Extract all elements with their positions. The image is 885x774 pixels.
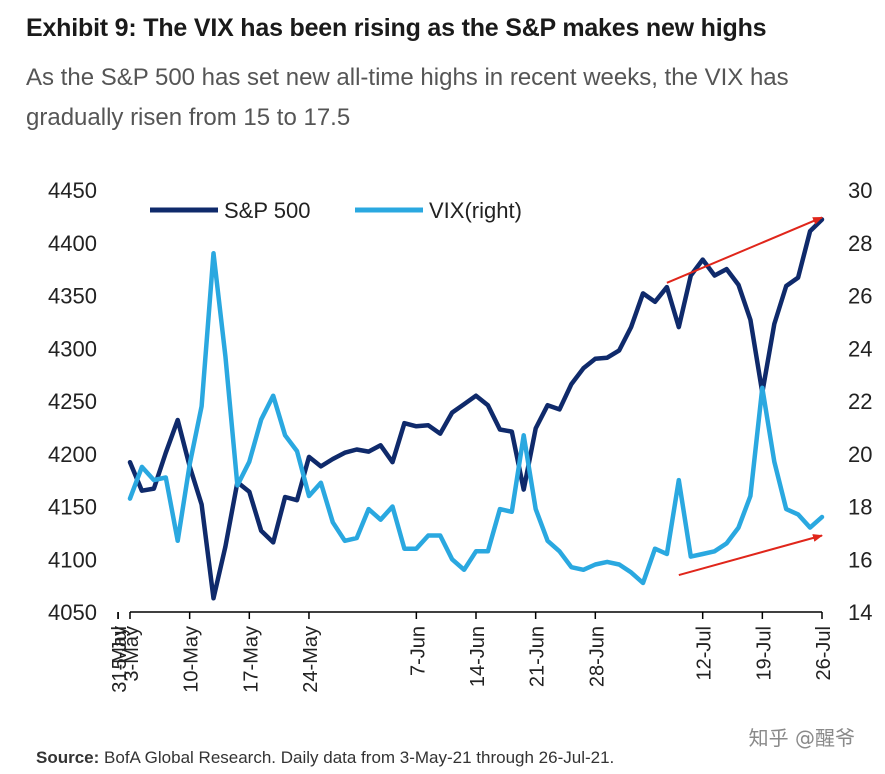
vix-series-line xyxy=(127,251,825,586)
y-left-tick-label: 4400 xyxy=(48,231,97,256)
chart-title: Exhibit 9: The VIX has been rising as th… xyxy=(26,14,767,42)
y-right-tick-label: 28 xyxy=(848,231,872,256)
y-right-tick-label: 22 xyxy=(848,389,872,414)
x-tick-label: 21-Jun xyxy=(527,626,549,687)
y-left-tick-label: 4050 xyxy=(48,600,97,625)
y-right-tick-label: 30 xyxy=(848,178,872,203)
y-right-tick-label: 14 xyxy=(848,600,872,625)
x-tick-label: 31-May xyxy=(109,626,131,693)
x-tick-label: 3-May xyxy=(121,626,143,682)
x-tick-label: 26-Jul xyxy=(813,626,835,680)
x-tick-label: 24-May xyxy=(300,626,322,693)
legend-label: VIX(right) xyxy=(429,198,522,223)
y-left-tick-label: 4100 xyxy=(48,547,97,572)
trend-arrow xyxy=(678,534,823,577)
y-left-tick-label: 4450 xyxy=(48,178,97,203)
y-right-tick-label: 24 xyxy=(848,336,872,361)
y-right-tick-label: 26 xyxy=(848,284,872,309)
sp500-series-line xyxy=(127,217,825,601)
y-left-tick-label: 4300 xyxy=(48,336,97,361)
x-tick-label: 7-Jun xyxy=(407,626,429,676)
y-left-tick-label: 4150 xyxy=(48,495,97,520)
y-left-tick-label: 4200 xyxy=(48,442,97,467)
source-label: Source: xyxy=(36,748,100,767)
x-tick-label: 10-May xyxy=(181,626,203,693)
watermark: 知乎 @醒爷 xyxy=(748,726,855,750)
legend-label: S&P 500 xyxy=(224,198,310,223)
source-note: Source: BofA Global Research. Daily data… xyxy=(36,748,614,768)
x-tick-label: 17-May xyxy=(240,626,262,693)
y-right-tick-label: 20 xyxy=(848,442,872,467)
y-left-tick-label: 4350 xyxy=(48,284,97,309)
y-right-tick-label: 18 xyxy=(848,495,872,520)
trend-arrow xyxy=(666,216,823,284)
y-left-tick-label: 4250 xyxy=(48,389,97,414)
chart-subtitle: As the S&P 500 has set new all-time high… xyxy=(26,64,789,131)
line-chart: 4050 4100 4150 4200 4250 4300 4350 4400 4450 14 16… xyxy=(48,178,872,693)
source-text: BofA Global Research. Daily data from 3-… xyxy=(104,748,615,767)
y-right-tick-label: 16 xyxy=(848,547,872,572)
x-tick-label: 5-Jul xyxy=(109,626,131,669)
x-tick-label: 19-Jul xyxy=(753,626,775,680)
x-tick-label: 28-Jun xyxy=(586,626,608,687)
x-tick-label: 14-Jun xyxy=(467,626,489,687)
x-tick-label: 12-Jul xyxy=(694,626,716,680)
